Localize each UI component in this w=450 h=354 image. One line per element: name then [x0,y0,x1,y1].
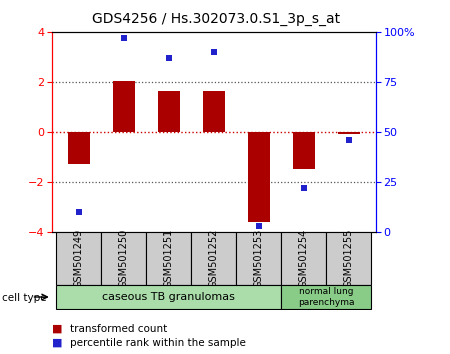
Text: normal lung
parenchyma: normal lung parenchyma [298,287,355,307]
Bar [101,232,146,285]
Text: cell type: cell type [2,293,47,303]
Bar [326,232,371,285]
Text: GSM501250: GSM501250 [119,229,129,288]
Bar [112,81,135,132]
Bar [191,232,236,285]
Bar [281,285,371,309]
Text: percentile rank within the sample: percentile rank within the sample [70,338,246,348]
Bar [248,132,270,222]
Bar [281,232,326,285]
Text: caseous TB granulomas: caseous TB granulomas [102,292,235,302]
Bar [158,91,180,132]
Text: transformed count: transformed count [70,324,167,333]
Text: GSM501251: GSM501251 [164,229,174,288]
Text: ■: ■ [52,338,62,348]
Text: GSM501252: GSM501252 [209,229,219,288]
Bar [338,132,360,135]
Bar [202,91,225,132]
Bar [236,232,281,285]
Text: GSM501254: GSM501254 [299,229,309,288]
Bar [292,132,315,169]
Bar [56,232,101,285]
Text: GSM501249: GSM501249 [74,229,84,288]
Text: ■: ■ [52,324,62,333]
Bar [68,132,90,164]
Text: GSM501253: GSM501253 [254,229,264,288]
Text: GDS4256 / Hs.302073.0.S1_3p_s_at: GDS4256 / Hs.302073.0.S1_3p_s_at [92,12,340,27]
Bar [56,285,281,309]
Text: GSM501255: GSM501255 [344,229,354,288]
Bar [146,232,191,285]
